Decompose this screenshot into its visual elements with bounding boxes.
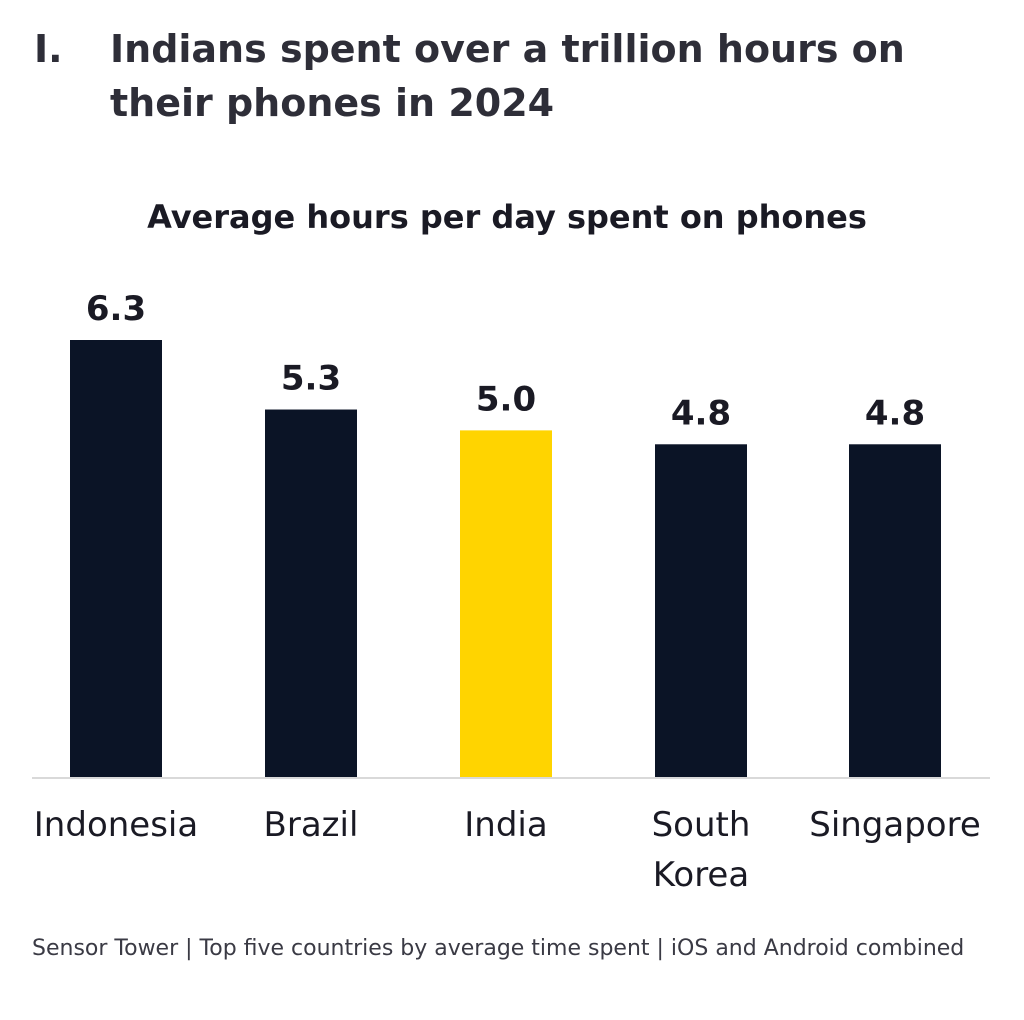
bar-indonesia (70, 340, 162, 778)
bars-group: 6.3 Indonesia 5.3 Brazil 5.0 India 4.8 South Kor… (34, 289, 981, 895)
source-note: Sensor Tower | Top five countries by ave… (32, 936, 965, 961)
page-heading: I. Indians spent over a trillion hours o… (34, 22, 994, 130)
bar-south-korea (655, 444, 747, 778)
bar-brazil (265, 409, 357, 778)
page-title: Indians spent over a trillion hours on t… (110, 27, 905, 125)
value-label-south-korea: 4.8 (671, 393, 731, 433)
bar-chart: Average hours per day spent on phones 6.… (32, 198, 990, 895)
bar-india (460, 430, 552, 778)
category-label-indonesia: Indonesia (34, 805, 198, 845)
value-label-india: 5.0 (476, 379, 536, 419)
category-label-brazil: Brazil (264, 805, 359, 845)
category-label-south-korea: South Korea (652, 805, 751, 895)
section-number: I. (34, 27, 63, 71)
value-label-brazil: 5.3 (281, 359, 341, 399)
chart-title: Average hours per day spent on phones (147, 198, 867, 236)
value-label-indonesia: 6.3 (86, 289, 146, 329)
category-label-singapore: Singapore (809, 805, 981, 845)
bar-singapore (849, 444, 941, 778)
value-label-singapore: 4.8 (865, 393, 925, 433)
category-label-india: India (464, 805, 547, 845)
